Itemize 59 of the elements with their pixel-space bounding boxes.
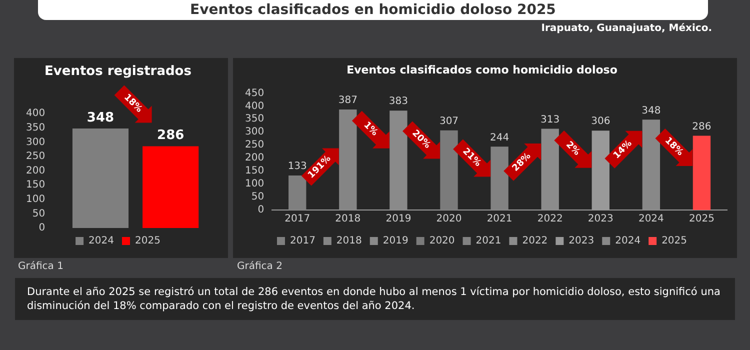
- legend-label: 2019: [382, 236, 408, 247]
- y-tick-label: 150: [244, 166, 264, 177]
- data-label: 133: [288, 161, 307, 172]
- y-tick-label: 400: [244, 100, 264, 112]
- y-tick-label: 50: [32, 208, 46, 220]
- data-label: 348: [86, 110, 114, 126]
- y-tick-label: 200: [26, 165, 46, 176]
- x-tick-label: 2019: [386, 214, 412, 225]
- y-tick-label: 200: [244, 152, 264, 164]
- y-tick-label: 250: [26, 151, 46, 162]
- annotation: 2%: [564, 140, 582, 158]
- x-tick-label: 2024: [638, 214, 664, 225]
- x-tick-label: 2020: [436, 214, 462, 225]
- y-tick-label: 450: [244, 88, 264, 99]
- legend-label: 2020: [429, 236, 455, 247]
- chart-title: Eventos clasificados como homicidio doloso: [346, 63, 618, 76]
- x-tick-label: 2025: [689, 214, 714, 225]
- y-tick-label: 350: [244, 114, 264, 125]
- data-label: 286: [692, 121, 712, 132]
- y-tick-label: 300: [26, 136, 46, 148]
- y-tick-label: 150: [26, 180, 46, 191]
- y-tick-label: 250: [244, 140, 264, 151]
- x-tick-label: 2021: [486, 214, 512, 225]
- y-tick-label: 400: [26, 108, 46, 120]
- data-label: 244: [490, 132, 510, 144]
- x-tick-label: 2023: [588, 214, 614, 225]
- y-tick-label: 100: [244, 178, 264, 190]
- text: Irapuato, Guanajuato, México.: [541, 23, 712, 34]
- legend-label: 2022: [522, 236, 548, 247]
- x-tick-label: 2022: [537, 214, 563, 225]
- legend-label: 2025: [662, 236, 688, 247]
- y-tick-label: 300: [244, 126, 264, 138]
- text: Gráfica 2: [236, 261, 284, 272]
- legend-label: 2021: [476, 236, 502, 247]
- legend-label: 2024: [615, 236, 641, 247]
- legend-label: 2025: [135, 236, 160, 247]
- x-tick-label: 2017: [284, 214, 310, 225]
- y-tick-label: 0: [258, 204, 264, 216]
- legend-label: 2018: [336, 236, 362, 247]
- data-label: 348: [642, 105, 661, 116]
- x-tick-label: 2018: [335, 214, 361, 225]
- data-label: 383: [388, 96, 408, 108]
- data-label: 313: [540, 114, 560, 126]
- text: Gráfica 1: [17, 261, 64, 272]
- legend-label: 2017: [290, 236, 316, 247]
- data-label: 307: [439, 116, 459, 127]
- text: Eventos clasificados en homicidio doloso 2025: [38, 0, 708, 20]
- y-tick-label: 100: [26, 194, 46, 205]
- y-tick-label: 50: [251, 192, 264, 203]
- y-tick-label: 350: [26, 122, 46, 134]
- legend-label: 2024: [88, 236, 114, 247]
- chart-title: Eventos registrados: [44, 64, 192, 80]
- data-label: 286: [157, 128, 184, 144]
- legend-label: 2023: [568, 236, 594, 247]
- text: Durante el año 2025 se registró un total de 286 eventos en donde hubo al menos 1 víctima por homicidio doloso, esto significó una disminución del 18% comparado con el registro de eventos del año 2024.: [15, 278, 735, 320]
- data-label: 387: [338, 95, 358, 106]
- annotation: 1%: [361, 120, 380, 138]
- data-label: 306: [591, 116, 610, 128]
- y-tick-label: 0: [38, 222, 46, 234]
